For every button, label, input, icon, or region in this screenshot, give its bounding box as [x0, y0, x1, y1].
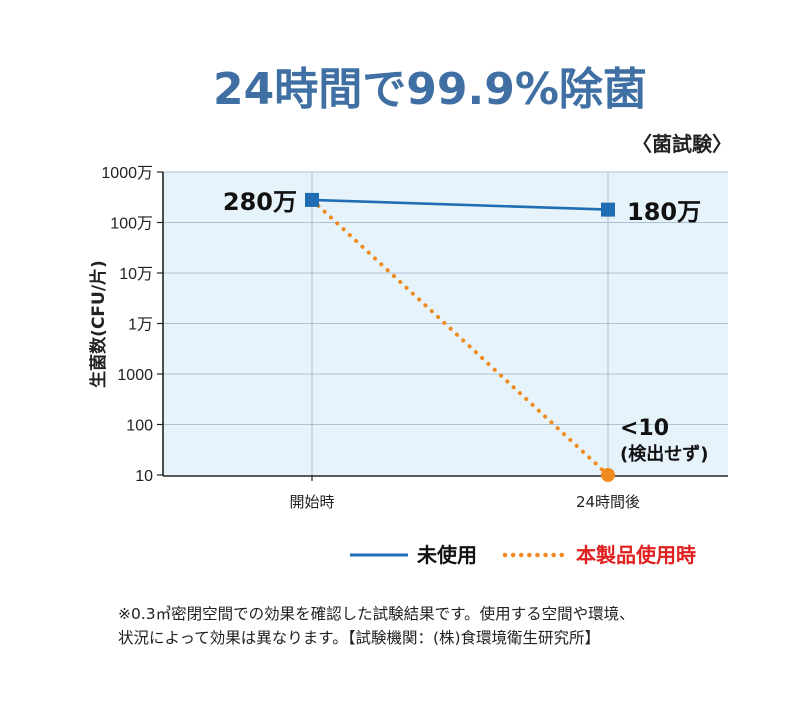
series-line-unused [311, 198, 609, 211]
footnote-line-1: ※0.3㎥密閉空間での効果を確認した試験結果です。使用する空間や環境、 [118, 605, 635, 623]
annotation-not-detected: (検出せず) [620, 443, 708, 465]
data-point-unused [601, 202, 615, 217]
y-tick-label: 10 [135, 468, 153, 485]
y-tick-label: 100 [126, 418, 153, 435]
y-tick-label: 1000万 [101, 165, 153, 182]
y-tick-labels: 1000万 100万 10万 1万 1000 100 10 [101, 165, 153, 485]
series-group [305, 192, 615, 482]
x-tick-label: 開始時 [289, 493, 334, 511]
data-point-product [601, 468, 615, 482]
y-tick-label: 10万 [119, 266, 153, 283]
gridlines [157, 171, 728, 481]
y-tick-label: 1000 [117, 367, 153, 384]
y-axis-label: 生菌数(CFU/片) [88, 260, 109, 388]
legend: 未使用 本製品使用時 [350, 543, 696, 567]
y-tick-label: 100万 [110, 216, 153, 233]
x-tick-label: 24時間後 [576, 493, 640, 511]
y-tick-label: 1万 [128, 317, 153, 334]
x-tick-labels: 開始時 24時間後 [289, 493, 640, 511]
chart-subtitle: 〈菌試験〉 [632, 132, 732, 156]
legend-label-unused: 未使用 [417, 543, 477, 567]
annotation-lt10: <10 [620, 416, 669, 441]
data-label-end-unused: 180万 [627, 198, 701, 226]
series-line-product [310, 197, 610, 477]
legend-label-product: 本製品使用時 [576, 543, 696, 567]
footnote-line-2: 状況によって効果は異なります。【試験機関：(株)食環境衛生研究所】 [118, 629, 601, 647]
data-label-start: 280万 [223, 188, 297, 216]
data-point-unused [305, 192, 319, 207]
chart-title: 24時間で99.9%除菌 [213, 64, 647, 115]
